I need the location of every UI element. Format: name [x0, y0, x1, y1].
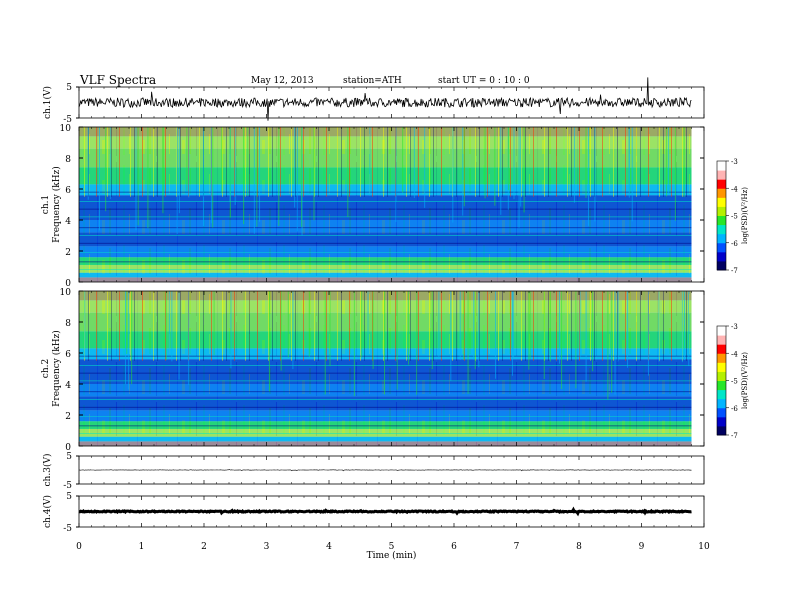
x-tick-label: 9 [639, 542, 645, 552]
y-tick-label: 6 [65, 186, 71, 196]
x-tick-label: 7 [514, 542, 520, 552]
y-tick-label: 4 [65, 381, 71, 391]
colorbar-swatch [717, 344, 726, 354]
colorbar-swatch [717, 170, 726, 180]
spectrogram-image [79, 291, 692, 446]
x-tick-label: 6 [451, 542, 457, 552]
colorbar-tick-label: -6 [731, 405, 738, 413]
y-axis-label: ch.4(V) [42, 495, 53, 528]
chart-title: VLF Spectra [80, 73, 157, 87]
x-tick-label: 8 [576, 542, 582, 552]
x-tick-label: 1 [139, 542, 145, 552]
colorbar-label: log(PSD)(V²/Hz) [741, 187, 749, 244]
spectrogram-spike-layer [79, 291, 692, 361]
colorbar-tick-label: -3 [731, 158, 738, 166]
colorbar-swatch [717, 425, 726, 436]
spectrogram-spike-layer [79, 127, 692, 197]
y-tick-label: 6 [65, 350, 71, 360]
station-label: station=ATH [343, 76, 402, 86]
colorbar-tick-label: -5 [731, 378, 738, 386]
y-tick-label: 8 [65, 319, 71, 329]
colorbar-swatch [717, 224, 726, 235]
y-tick-label: -5 [63, 524, 72, 534]
colorbar-tick-label: -5 [731, 213, 738, 221]
y-axis-label: ch.3(V) [42, 454, 53, 487]
y-tick-label: -5 [63, 481, 72, 491]
colorbar-swatch [717, 260, 726, 271]
colorbar-swatch [717, 188, 726, 198]
y-tick-label: 8 [65, 155, 71, 165]
colorbar-swatch [717, 179, 726, 189]
y-axis-label: Frequency (kHz) [51, 330, 62, 407]
date-label: May 12, 2013 [251, 76, 314, 86]
y-axis-label: ch.1 [41, 195, 51, 214]
x-tick-label: 4 [326, 542, 332, 552]
y-axis-label: ch.2 [41, 359, 51, 378]
colorbar-tick-label: -4 [731, 185, 738, 193]
colorbar-swatch [717, 407, 726, 418]
y-tick-label: 10 [60, 124, 72, 134]
colorbar-swatch [717, 161, 726, 171]
x-axis-label: Time (min) [367, 550, 417, 561]
colorbar-swatch [717, 215, 726, 226]
waveform-trace [78, 77, 692, 121]
x-tick-label: 5 [389, 542, 395, 552]
y-tick-label: 0 [65, 279, 71, 289]
colorbar-tick-label: -7 [731, 267, 738, 275]
colorbar-swatch [717, 353, 726, 363]
colorbar-label: log(PSD)(V²/Hz) [741, 352, 749, 409]
y-tick-label: 5 [66, 492, 72, 502]
colorbar-tick-label: -7 [731, 432, 738, 440]
colorbar-tick-label: -6 [731, 240, 738, 248]
colorbar-swatch [717, 206, 726, 216]
colorbar-swatch [717, 242, 726, 253]
y-tick-label: -5 [63, 115, 72, 125]
y-tick-label: 5 [66, 83, 72, 93]
waveform-trace [78, 506, 692, 517]
y-tick-label: 10 [60, 288, 72, 298]
colorbar-swatch [717, 416, 726, 427]
colorbar-swatch [717, 197, 726, 207]
y-axis-label: Frequency (kHz) [51, 166, 62, 243]
spectrogram-image [79, 127, 692, 282]
colorbar-swatch [717, 251, 726, 262]
y-tick-label: 0 [65, 443, 71, 453]
colorbar-swatch [717, 389, 726, 400]
y-tick-label: 2 [65, 248, 71, 258]
colorbar-swatch [717, 335, 726, 345]
y-tick-label: 5 [66, 452, 72, 462]
x-tick-label: 0 [76, 542, 82, 552]
y-axis-label: ch.1(V) [42, 86, 53, 119]
colorbar-swatch [717, 371, 726, 381]
colorbar-tick-label: -3 [731, 323, 738, 331]
colorbar-swatch [717, 398, 726, 409]
colorbar-tick-label: -4 [731, 350, 738, 358]
colorbar-swatch [717, 380, 726, 391]
x-tick-label: 2 [201, 542, 207, 552]
x-tick-label: 10 [698, 542, 710, 552]
colorbar-swatch [717, 326, 726, 336]
x-tick-label: 3 [264, 542, 270, 552]
colorbar-swatch [717, 233, 726, 244]
y-tick-label: 4 [65, 217, 71, 227]
waveform-trace [78, 469, 692, 472]
colorbar-swatch [717, 362, 726, 372]
y-tick-label: 2 [65, 412, 71, 422]
start-time-label: start UT = 0 : 10 : 0 [438, 76, 530, 86]
